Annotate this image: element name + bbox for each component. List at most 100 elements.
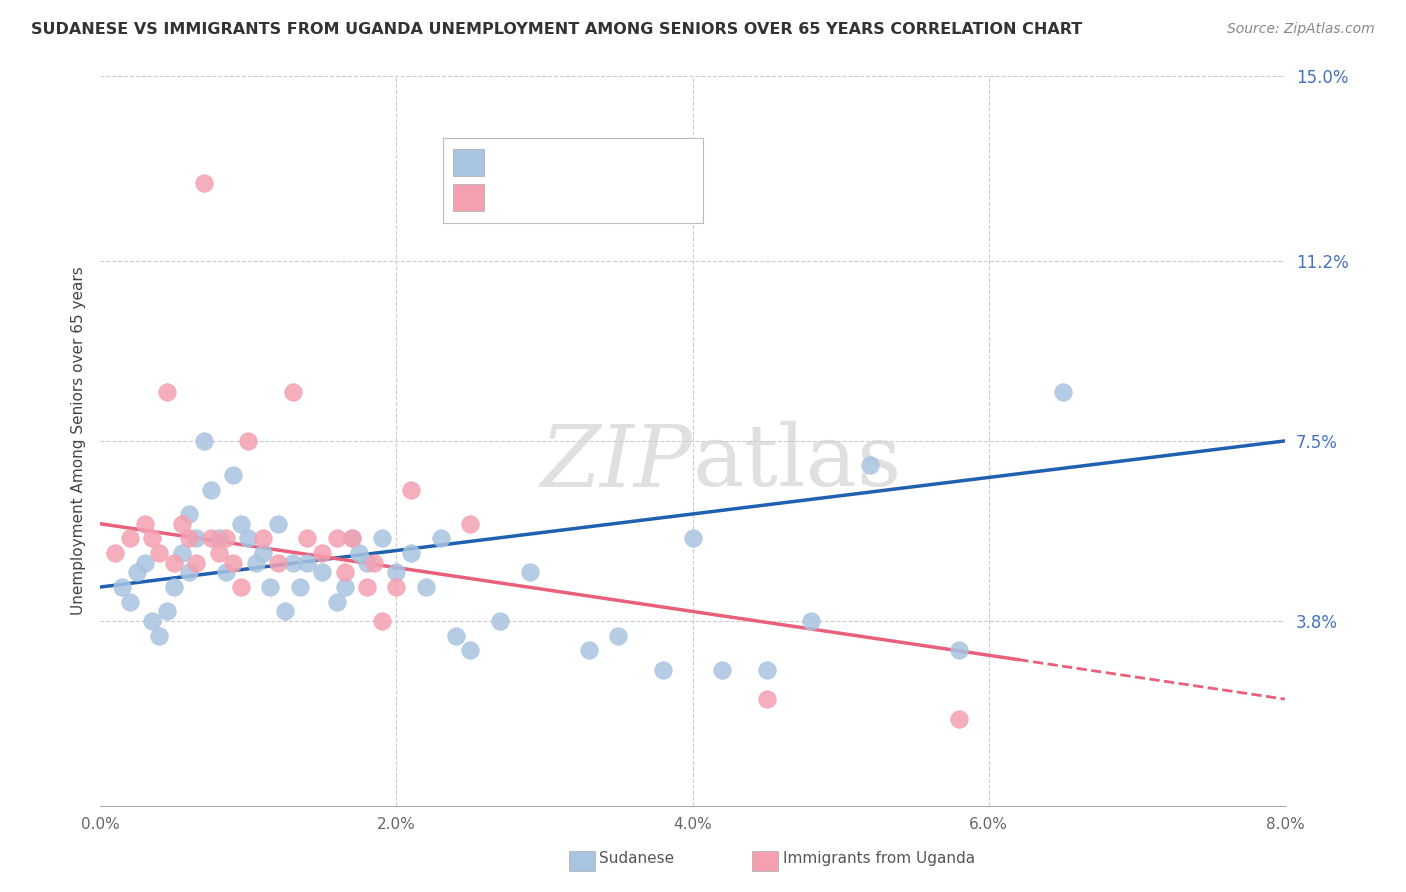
Point: [385, 580, 408, 594]
Point: [578, 643, 600, 657]
Point: [333, 566, 356, 580]
Point: [141, 532, 163, 546]
Text: R =: R =: [491, 154, 526, 169]
Point: [281, 385, 304, 400]
Point: [252, 546, 274, 560]
Point: [207, 532, 229, 546]
Point: [186, 556, 208, 570]
Point: [859, 458, 882, 473]
Text: R =: R =: [491, 189, 526, 204]
Point: [245, 556, 267, 570]
Text: 33: 33: [624, 189, 647, 204]
Point: [177, 532, 200, 546]
Text: N =: N =: [586, 154, 623, 169]
Point: [104, 546, 127, 560]
Point: [288, 580, 311, 594]
Point: [399, 546, 422, 560]
Point: [311, 546, 333, 560]
Point: [177, 566, 200, 580]
Point: [370, 532, 392, 546]
Point: [800, 614, 823, 628]
Point: [607, 629, 630, 643]
Text: Sudanese: Sudanese: [599, 852, 673, 866]
Point: [267, 516, 290, 531]
Text: N =: N =: [586, 189, 623, 204]
Point: [215, 532, 238, 546]
Point: [444, 629, 467, 643]
Point: [363, 556, 385, 570]
Point: [163, 556, 186, 570]
Point: [311, 566, 333, 580]
Point: [755, 663, 778, 677]
Text: 0.198: 0.198: [529, 154, 585, 169]
Point: [118, 595, 141, 609]
Point: [1052, 385, 1074, 400]
Point: [429, 532, 451, 546]
Point: [415, 580, 437, 594]
Point: [170, 516, 193, 531]
Point: [127, 566, 149, 580]
Point: [399, 483, 422, 497]
Point: [948, 643, 970, 657]
Point: [118, 532, 141, 546]
Point: [326, 532, 349, 546]
Point: [134, 556, 156, 570]
Point: [156, 385, 179, 400]
Point: [340, 532, 363, 546]
Point: [156, 604, 179, 618]
Point: [148, 546, 170, 560]
Point: [281, 556, 304, 570]
Point: [148, 629, 170, 643]
Point: [349, 546, 371, 560]
Point: [356, 580, 378, 594]
Text: 52: 52: [624, 154, 647, 169]
Point: [356, 556, 378, 570]
Point: [370, 614, 392, 628]
Point: [274, 604, 297, 618]
Point: [229, 516, 252, 531]
Point: [948, 712, 970, 726]
Point: [755, 692, 778, 706]
Point: [252, 532, 274, 546]
Point: [489, 614, 512, 628]
Point: [651, 663, 673, 677]
Point: [200, 483, 222, 497]
Point: [186, 532, 208, 546]
Point: [460, 516, 482, 531]
Point: [177, 507, 200, 521]
Point: [222, 468, 245, 483]
Point: [222, 556, 245, 570]
Point: [193, 434, 215, 448]
Text: ZIP: ZIP: [541, 422, 693, 504]
Text: -0.252: -0.252: [529, 189, 586, 204]
Point: [340, 532, 363, 546]
Point: [267, 556, 290, 570]
Point: [163, 580, 186, 594]
Text: SUDANESE VS IMMIGRANTS FROM UGANDA UNEMPLOYMENT AMONG SENIORS OVER 65 YEARS CORR: SUDANESE VS IMMIGRANTS FROM UGANDA UNEMP…: [31, 22, 1083, 37]
Point: [297, 556, 319, 570]
Point: [170, 546, 193, 560]
Text: Immigrants from Uganda: Immigrants from Uganda: [783, 852, 976, 866]
Point: [238, 434, 260, 448]
Point: [111, 580, 134, 594]
Point: [215, 566, 238, 580]
Point: [385, 566, 408, 580]
Point: [238, 532, 260, 546]
Point: [682, 532, 704, 546]
Point: [141, 614, 163, 628]
Text: Source: ZipAtlas.com: Source: ZipAtlas.com: [1227, 22, 1375, 37]
Y-axis label: Unemployment Among Seniors over 65 years: Unemployment Among Seniors over 65 years: [72, 267, 86, 615]
Point: [200, 532, 222, 546]
Text: atlas: atlas: [693, 421, 901, 504]
Point: [259, 580, 281, 594]
Point: [297, 532, 319, 546]
Point: [193, 176, 215, 190]
Point: [207, 546, 229, 560]
Point: [711, 663, 734, 677]
Point: [519, 566, 541, 580]
Point: [134, 516, 156, 531]
Point: [460, 643, 482, 657]
Point: [229, 580, 252, 594]
Point: [326, 595, 349, 609]
Point: [333, 580, 356, 594]
